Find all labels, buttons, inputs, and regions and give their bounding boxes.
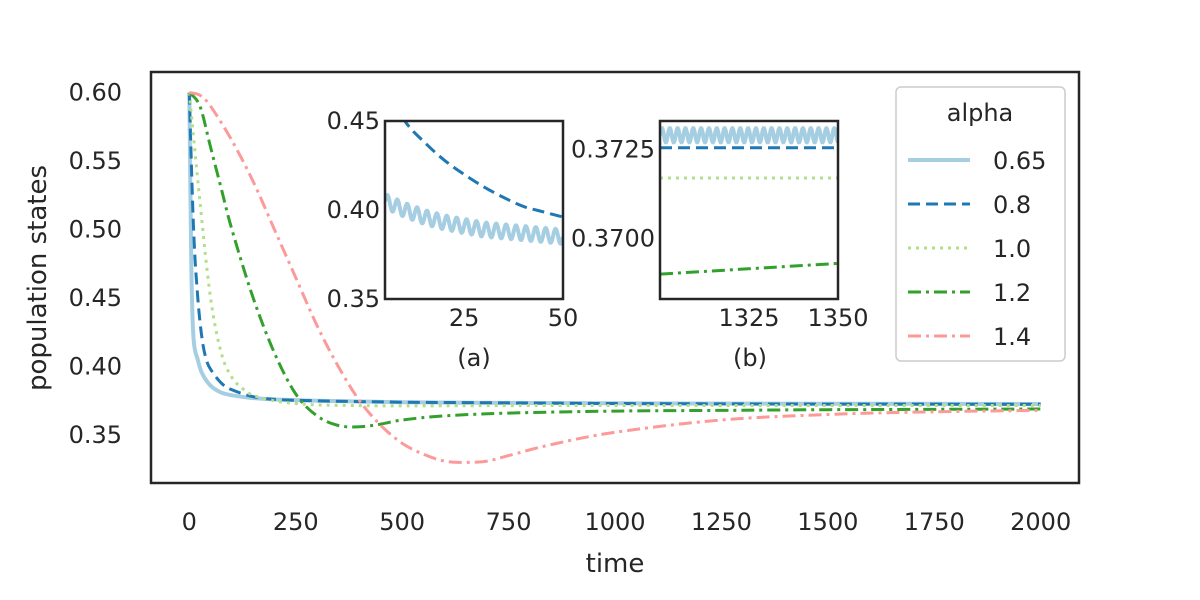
legend-title: alpha bbox=[947, 99, 1014, 127]
y-tick-label: 0.45 bbox=[69, 284, 122, 312]
y-tick-label: 0.50 bbox=[69, 216, 122, 244]
inset-b-y-tick-label: 0.3725 bbox=[571, 135, 655, 163]
inset-b-line-0_65 bbox=[660, 126, 838, 145]
y-tick-label: 0.60 bbox=[69, 79, 122, 107]
x-tick-label: 1750 bbox=[904, 508, 965, 536]
inset-b-line-1_2 bbox=[660, 261, 838, 276]
x-tick-label: 0 bbox=[182, 508, 197, 536]
legend-label: 1.0 bbox=[993, 235, 1031, 263]
x-tick-label: 750 bbox=[486, 508, 532, 536]
inset-a-ticks: 25 50 0.35 0.40 0.45 bbox=[327, 107, 579, 332]
inset-b-frame bbox=[658, 119, 840, 301]
y-tick-label: 0.35 bbox=[69, 421, 122, 449]
inset-a-frame bbox=[383, 119, 565, 301]
legend: alpha 0.65 0.8 1.0 1.2 1.4 bbox=[895, 86, 1066, 362]
legend-label: 0.65 bbox=[993, 147, 1046, 175]
legend-label: 1.4 bbox=[993, 323, 1031, 351]
series-line-1_2 bbox=[188, 91, 1041, 429]
inset-a-x-tick-label: 25 bbox=[449, 304, 480, 332]
inset-a-series-group bbox=[385, 121, 563, 246]
inset-b-y-tick-label: 0.3700 bbox=[571, 224, 655, 252]
main-axis-ticks: 0 250 500 750 1000 1250 1500 1750 2000 0.35 0.40 0.… bbox=[69, 79, 1072, 536]
inset-a-y-tick-label: 0.40 bbox=[327, 196, 380, 224]
inset-a-label: (a) bbox=[457, 344, 490, 372]
inset-b-ticks: 1325 1350 0.3700 0.3725 bbox=[571, 135, 869, 332]
series-line-0_8 bbox=[187, 92, 1041, 406]
series-line-1_4 bbox=[188, 91, 1041, 464]
y-axis-label: population states bbox=[23, 165, 53, 391]
x-tick-label: 1500 bbox=[797, 508, 858, 536]
legend-entries: 0.65 0.8 1.0 1.2 1.4 bbox=[908, 147, 1046, 351]
inset-a-line-0_8 bbox=[403, 121, 563, 219]
series-line-1_0 bbox=[187, 92, 1041, 408]
inset-a-x-tick-label: 50 bbox=[548, 304, 579, 332]
main-plot-frame bbox=[149, 70, 1081, 485]
legend-box bbox=[895, 86, 1066, 362]
y-tick-label: 0.55 bbox=[69, 147, 122, 175]
y-tick-label: 0.40 bbox=[69, 353, 122, 381]
inset-b-label: (b) bbox=[733, 344, 767, 372]
inset-a-y-tick-label: 0.35 bbox=[327, 285, 380, 313]
x-axis-label: time bbox=[586, 549, 645, 579]
x-tick-label: 1000 bbox=[584, 508, 645, 536]
x-tick-label: 1250 bbox=[691, 508, 752, 536]
x-tick-label: 250 bbox=[273, 508, 319, 536]
inset-b-x-tick-label: 1325 bbox=[718, 304, 779, 332]
main-series-group bbox=[187, 91, 1041, 464]
x-tick-label: 500 bbox=[379, 508, 425, 536]
inset-a-y-tick-label: 0.45 bbox=[327, 107, 380, 135]
x-tick-label: 2000 bbox=[1010, 508, 1071, 536]
inset-b-series-group bbox=[660, 126, 838, 276]
legend-label: 1.2 bbox=[993, 279, 1031, 307]
legend-label: 0.8 bbox=[993, 191, 1031, 219]
inset-a-line-0_65 bbox=[385, 193, 563, 246]
inset-b-x-tick-label: 1350 bbox=[807, 304, 868, 332]
